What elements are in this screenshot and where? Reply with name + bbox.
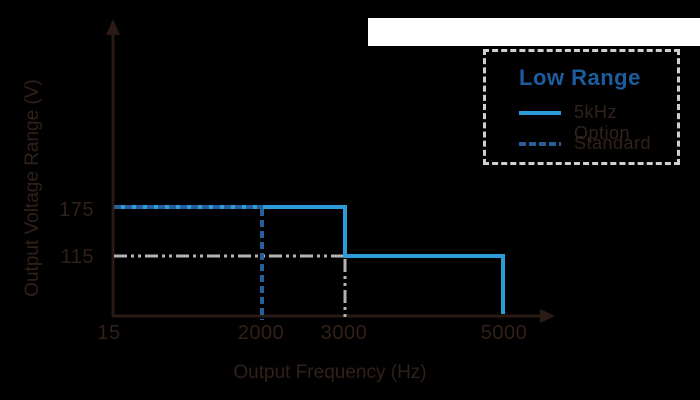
legend-box: Low Range 5kHz Option Standard xyxy=(483,49,680,165)
top-right-white-band xyxy=(368,18,700,46)
y-tick-115: 115 xyxy=(60,246,94,268)
y-axis-title: Output Voltage Range (V) xyxy=(22,79,43,297)
legend-title: Low Range xyxy=(519,65,641,90)
y-axis-arrow-icon xyxy=(106,19,120,35)
x-tick-15: 15 xyxy=(97,322,121,344)
legend-swatch-dashed-line xyxy=(519,142,561,146)
series-5khz-option-line xyxy=(114,205,505,314)
y-tick-175: 175 xyxy=(59,199,94,221)
x-tick-5000: 5000 xyxy=(480,322,528,344)
legend-item-standard: Standard xyxy=(574,133,652,153)
legend-item-5khz-option: 5kHz Option xyxy=(574,102,631,143)
x-axis-title: Output Frequency (Hz) xyxy=(233,362,427,383)
legend-swatch-solid-line xyxy=(519,111,561,115)
x-tick-3000: 3000 xyxy=(320,322,368,344)
x-axis-arrow-icon xyxy=(540,309,555,323)
x-tick-2000: 2000 xyxy=(237,322,285,344)
